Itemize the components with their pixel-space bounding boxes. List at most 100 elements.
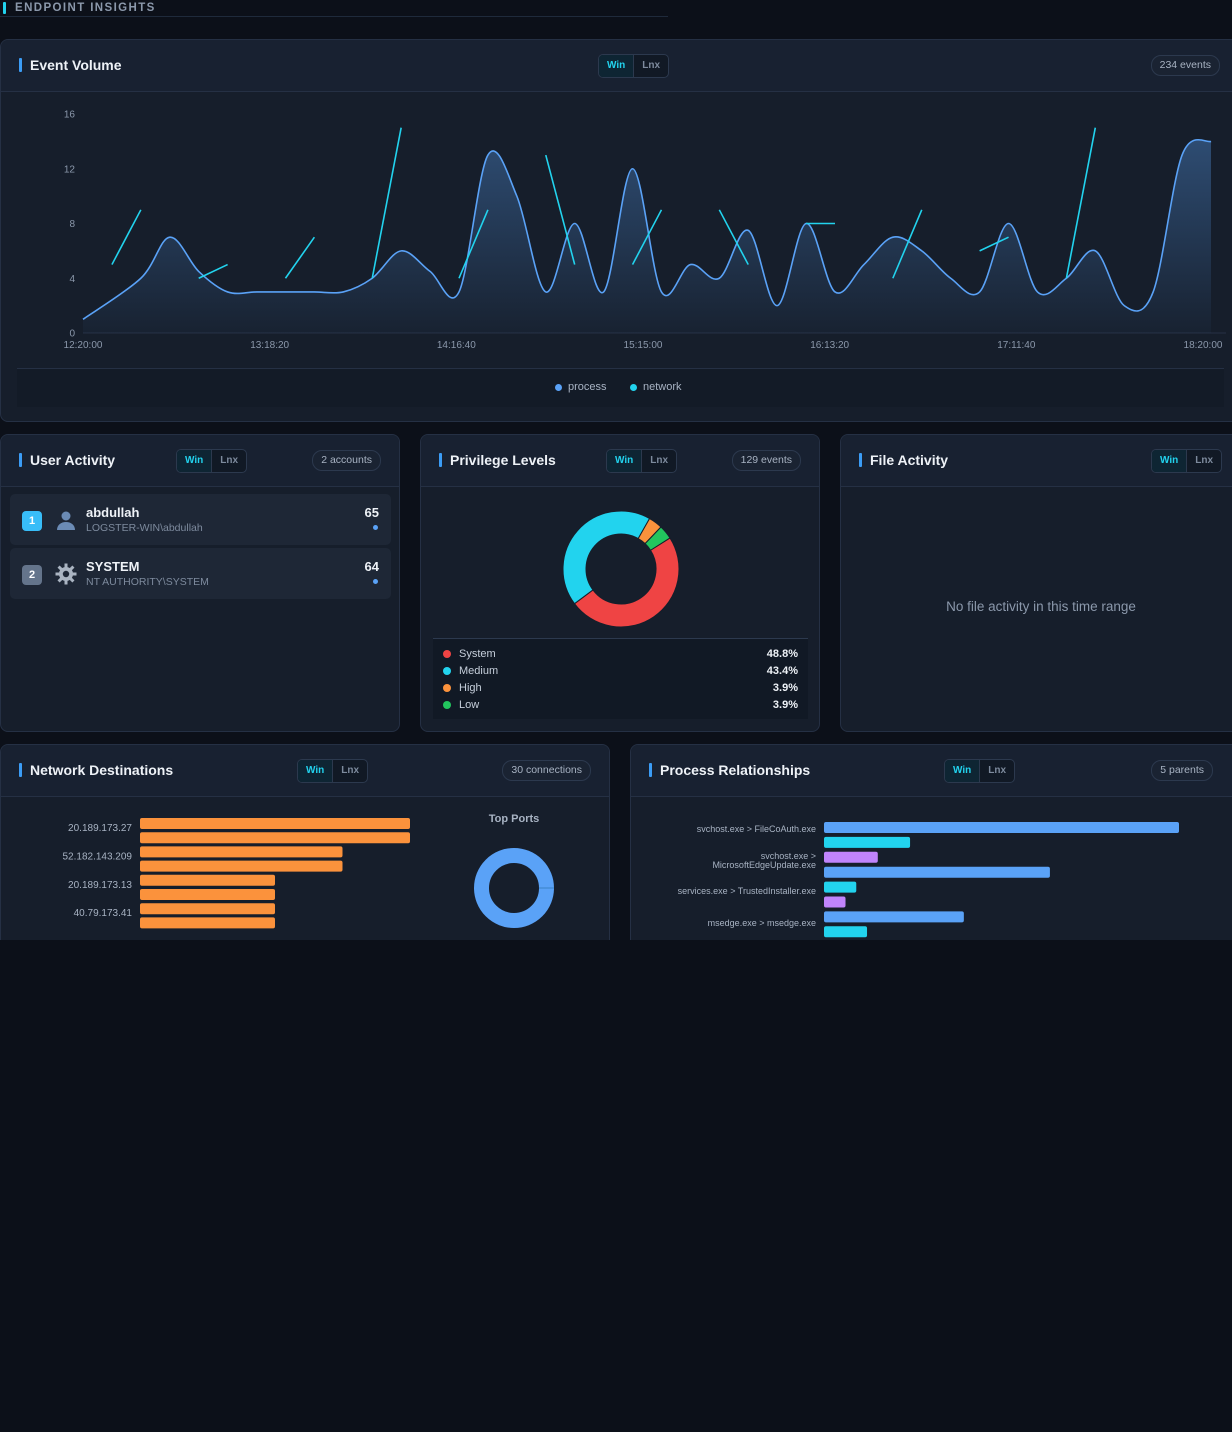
- y-tick-label: 12: [64, 164, 76, 175]
- lnx-toggle-button[interactable]: Lnx: [642, 60, 661, 71]
- privilege-donut-chart: [562, 510, 680, 628]
- network-destinations-chart: 20.189.173.27 52.182.143.209 20.189.173.13…: [62, 818, 410, 929]
- title-accent: [19, 58, 22, 72]
- page-background: [0, 940, 1232, 1432]
- donut-slice: [562, 510, 651, 605]
- parents-count-badge: 5 parents: [1151, 760, 1213, 781]
- panel-title: Network Destinations: [30, 762, 174, 778]
- network-segment: [979, 236, 1009, 252]
- bar-label: msedge.exe > msedge.exe: [708, 918, 816, 928]
- gear-icon: [55, 563, 77, 585]
- privilege-levels-panel: Privilege Levels Win Lnx 129 events Syst…: [420, 434, 820, 732]
- bar: [140, 874, 275, 886]
- legend-label: High: [459, 682, 482, 694]
- title-accent: [649, 763, 652, 777]
- bar: [140, 903, 275, 915]
- user-row[interactable]: 1 abdullah LOGSTER-WIN\abdullah 65: [10, 494, 391, 545]
- legend-value: 3.9%: [772, 682, 798, 694]
- os-toggle: Win Lnx: [176, 449, 248, 473]
- legend-value: 48.8%: [766, 648, 798, 660]
- process-line: [82, 138, 1212, 320]
- connections-count-badge: 30 connections: [502, 760, 591, 781]
- legend-dot: [443, 684, 451, 692]
- lnx-toggle-button[interactable]: Lnx: [341, 765, 360, 776]
- os-toggle: Win Lnx: [1151, 449, 1223, 473]
- win-toggle-button[interactable]: Win: [298, 760, 334, 782]
- legend-row-system: System 48.8%: [433, 646, 808, 663]
- legend-row-high: High 3.9%: [433, 680, 808, 697]
- x-tick-label: 16:13:20: [810, 340, 849, 351]
- process-relationships-chart: svchost.exe > FileCoAuth.exe svchost.exe …: [678, 822, 1179, 938]
- network-segment: [892, 209, 923, 279]
- events-count-badge: 234 events: [1150, 55, 1220, 76]
- user-name: SYSTEM: [86, 559, 140, 574]
- panel-title: File Activity: [870, 452, 949, 468]
- user-activity-panel: User Activity Win Lnx 2 accounts 1 abdul…: [0, 434, 400, 732]
- legend-label-network: network: [643, 381, 682, 393]
- events-count-badge: 129 events: [731, 450, 801, 471]
- bar: [824, 896, 846, 908]
- bar-label: services.exe > TrustedInstaller.exe: [678, 886, 816, 896]
- bar: [140, 917, 275, 929]
- donut-slice: [474, 848, 554, 928]
- win-toggle-button[interactable]: Win: [599, 55, 635, 77]
- panel-header: File Activity Win Lnx: [841, 435, 1232, 487]
- user-domain: NT AUTHORITY\SYSTEM: [86, 576, 209, 588]
- user-row[interactable]: 2 SYSTEM NT AUTHORITY\SYSTEM 64: [10, 548, 391, 599]
- legend-dot: [443, 650, 451, 658]
- status-dot: [373, 579, 378, 584]
- lnx-toggle-button[interactable]: Lnx: [650, 455, 669, 466]
- panel-header: Privilege Levels Win Lnx 129 events: [421, 435, 819, 487]
- bar: [824, 822, 1179, 833]
- win-toggle-button[interactable]: Win: [1152, 450, 1188, 472]
- legend-label-process: process: [568, 381, 607, 393]
- bar-label: svchost.exe > FileCoAuth.exe: [697, 824, 816, 834]
- panel-title: User Activity: [30, 452, 116, 468]
- lnx-toggle-button[interactable]: Lnx: [988, 765, 1007, 776]
- bar: [140, 846, 343, 858]
- event-volume-chart: 0 4 8 12 16 12:20:00 13:18:20 14:16:40 15:15:00 1…: [64, 110, 1226, 351]
- top-ports-title: Top Ports: [488, 813, 540, 825]
- privilege-legend: System 48.8% Medium 43.4% High 3.9% Low …: [433, 638, 808, 719]
- user-event-count: 64: [364, 559, 379, 574]
- panel-header: Process Relationships Win Lnx 5 parents: [631, 745, 1232, 797]
- network-segment: [371, 127, 402, 279]
- bar-label: 20.189.173.13: [68, 880, 132, 891]
- chart-legend: process network: [17, 368, 1224, 407]
- network-segment: [1065, 127, 1097, 279]
- legend-dot-network: [630, 384, 637, 391]
- panel-header: Network Destinations Win Lnx 30 connecti…: [1, 745, 609, 797]
- x-tick-label: 17:11:40: [997, 340, 1036, 351]
- accounts-count-badge: 2 accounts: [312, 450, 381, 471]
- lnx-toggle-button[interactable]: Lnx: [220, 455, 239, 466]
- legend-dot: [443, 667, 451, 675]
- bar-label: 52.182.143.209: [62, 851, 132, 862]
- win-toggle-button[interactable]: Win: [945, 760, 981, 782]
- bar: [824, 836, 911, 848]
- bar-label: 40.79.173.41: [74, 908, 133, 919]
- y-tick-label: 8: [69, 219, 75, 230]
- network-segment: [458, 209, 489, 279]
- x-tick-label: 12:20:00: [64, 340, 103, 351]
- os-toggle: Win Lnx: [606, 449, 678, 473]
- legend-value: 3.9%: [772, 699, 798, 711]
- win-toggle-button[interactable]: Win: [607, 450, 643, 472]
- network-segment: [284, 236, 316, 279]
- lnx-toggle-button[interactable]: Lnx: [1195, 455, 1214, 466]
- os-toggle: Win Lnx: [297, 759, 369, 783]
- os-toggle: Win Lnx: [944, 759, 1016, 783]
- win-toggle-button[interactable]: Win: [177, 450, 213, 472]
- network-segment: [544, 154, 576, 265]
- empty-state-message: No file activity in this time range: [946, 599, 1136, 614]
- legend-dot: [443, 701, 451, 709]
- x-tick-label: 15:15:00: [624, 340, 663, 351]
- legend-label: Low: [459, 699, 480, 711]
- bar: [140, 860, 343, 872]
- user-domain: LOGSTER-WIN\abdullah: [86, 522, 203, 534]
- legend-row-low: Low 3.9%: [433, 697, 808, 714]
- network-segment: [631, 209, 663, 265]
- user-name: abdullah: [86, 505, 140, 520]
- y-tick-label: 4: [69, 274, 75, 285]
- title-accent: [439, 453, 442, 467]
- status-dot: [373, 525, 378, 530]
